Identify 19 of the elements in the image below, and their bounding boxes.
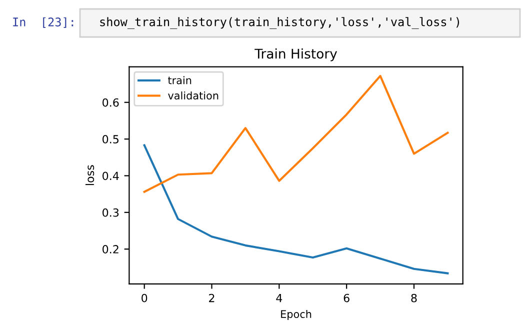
line-series xyxy=(143,74,449,193)
y-tick-label: 0.4 xyxy=(102,172,119,180)
legend-label: validation xyxy=(168,91,218,100)
line-series xyxy=(143,144,449,274)
x-tick-label: 0 xyxy=(142,294,148,302)
x-tick-label: 8 xyxy=(411,294,417,302)
chart-title: Train History xyxy=(254,48,338,62)
x-tick-label: 2 xyxy=(209,294,214,302)
text: show_train_history(train_history,'loss','val_loss') xyxy=(100,17,460,29)
y-tick-label: 0.2 xyxy=(102,245,118,254)
text: In [23]: xyxy=(13,17,74,28)
y-tick-label: 0.3 xyxy=(102,208,119,217)
legend-label: train xyxy=(168,76,192,84)
x-tick-label: 6 xyxy=(344,294,350,302)
y-axis-title: loss xyxy=(85,165,94,186)
y-tick-label: 0.6 xyxy=(102,98,119,107)
x-tick-label: 4 xyxy=(276,294,282,302)
y-tick-label: 0.5 xyxy=(102,135,118,144)
x-axis-title: Epoch xyxy=(281,310,312,320)
